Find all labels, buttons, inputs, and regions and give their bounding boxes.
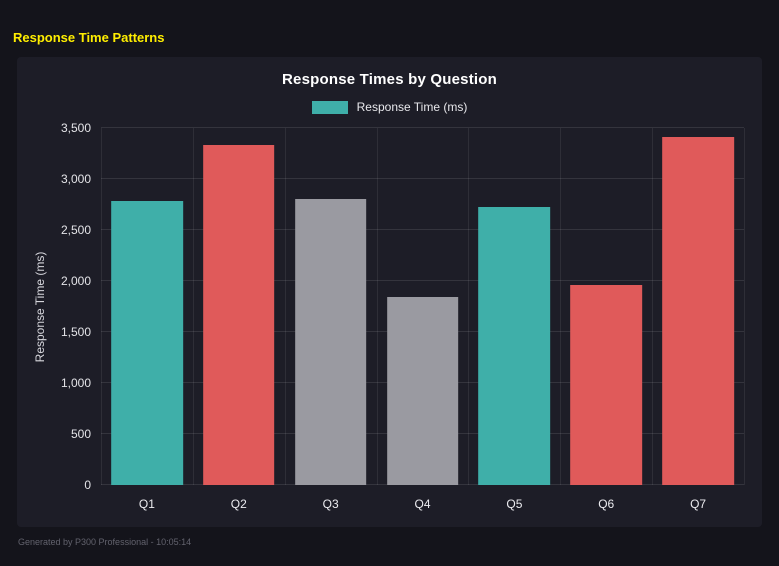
x-tick-label: Q7 — [690, 497, 707, 511]
y-tick-label: 0 — [84, 478, 91, 492]
v-gridline — [101, 128, 102, 485]
h-gridline — [101, 229, 744, 230]
h-gridline — [101, 178, 744, 179]
y-axis-title: Response Time (ms) — [29, 128, 51, 485]
v-gridline — [652, 128, 654, 485]
y-tick-label: 3,500 — [60, 121, 91, 135]
v-gridline — [744, 128, 745, 485]
v-gridline — [376, 128, 378, 485]
bar-q6[interactable] — [570, 285, 643, 485]
y-tick-label: 1,500 — [60, 325, 91, 339]
y-tick-label: 2,500 — [60, 223, 91, 237]
legend-swatch — [311, 100, 348, 114]
bar-q1[interactable] — [111, 201, 183, 485]
bar-q7[interactable] — [662, 137, 734, 485]
bar-q3[interactable] — [294, 199, 367, 485]
v-gridline — [192, 128, 194, 485]
chart-title: Response Times by Question — [282, 71, 497, 88]
x-tick-label: Q3 — [322, 497, 339, 511]
v-gridline — [284, 128, 286, 485]
chart-body: Response Time (ms) 0 500 1,000 1,500 2,000 2,… — [29, 121, 750, 515]
x-tick-label: Q5 — [506, 497, 523, 511]
x-axis-labels: Q1 Q2 Q3 Q4 Q5 Q6 Q7 — [101, 497, 744, 515]
plot-column: 0 500 1,000 1,500 2,000 2,500 3,000 3,500 Q1 Q2 Q… — [51, 121, 750, 515]
x-tick-label: Q6 — [598, 497, 615, 511]
h-gridline — [101, 127, 744, 128]
x-tick-label: Q1 — [138, 497, 155, 511]
x-tick-label: Q4 — [414, 497, 431, 511]
v-gridline — [560, 128, 562, 485]
x-tick-label: Q2 — [230, 497, 247, 511]
footer-note: Generated by P300 Professional - 10:05:1… — [18, 537, 192, 547]
bar-q2[interactable] — [202, 145, 275, 485]
y-axis-title-text: Response Time (ms) — [33, 251, 47, 362]
page-title: Response Time Patterns — [13, 30, 165, 45]
bar-q4[interactable] — [386, 297, 459, 485]
v-gridline — [468, 128, 470, 485]
plot-area: 0 500 1,000 1,500 2,000 2,500 3,000 3,500 — [61, 121, 745, 492]
legend-label: Response Time (ms) — [356, 100, 468, 114]
legend-item[interactable]: Response Time (ms) — [29, 100, 750, 114]
y-tick-label: 500 — [70, 427, 91, 441]
y-tick-label: 3,000 — [60, 172, 91, 186]
h-gridline — [101, 280, 744, 281]
y-tick-label: 2,000 — [60, 274, 91, 288]
bar-q5[interactable] — [478, 206, 551, 485]
y-tick-label: 1,000 — [60, 376, 91, 390]
chart-card: Response Times by Question Response Time… — [17, 57, 762, 527]
